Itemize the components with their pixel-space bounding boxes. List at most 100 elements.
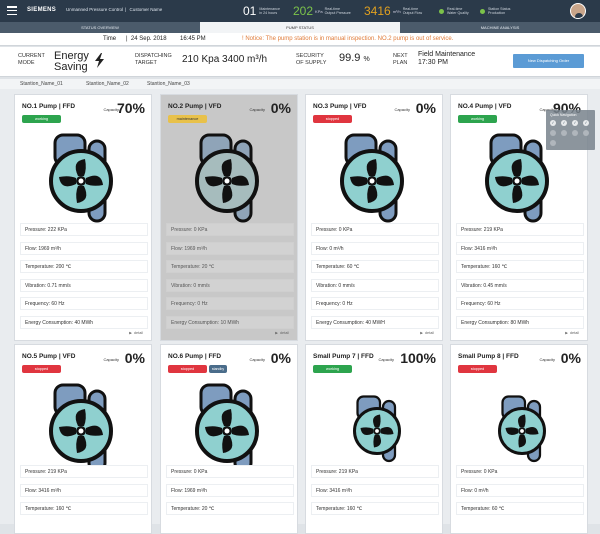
detail-link[interactable]: detail bbox=[565, 331, 579, 335]
quick-nav-dot-9[interactable] bbox=[550, 140, 556, 146]
status-badge: stopped bbox=[458, 365, 497, 373]
user-avatar[interactable] bbox=[570, 3, 586, 19]
main-tabs: STATUS OVERVIEW PUMP STATUS MACHINE ANAL… bbox=[0, 22, 600, 33]
brand-logo: SIEMENS bbox=[27, 7, 57, 13]
pump-metric-field: Pressure: 0 KPa bbox=[311, 223, 439, 236]
pump-card[interactable]: NO.5 Pump | VFD 0% Capacity stopped Pressure… bbox=[14, 344, 152, 534]
capacity-value: 70% bbox=[116, 100, 145, 116]
metric-label: Real-time Water Quality bbox=[447, 6, 469, 15]
current-mode-value: Energy Saving bbox=[54, 50, 89, 73]
quick-nav-dot-5[interactable] bbox=[550, 130, 556, 136]
pump-card[interactable]: Small Pump 7 | FFD 100% Capacity working Pre… bbox=[305, 344, 443, 534]
system-name: Unmanned Pressure Control bbox=[66, 7, 124, 12]
pump-card[interactable]: NO.2 Pump | VFD 0% Capacity maintenance Pres… bbox=[160, 94, 298, 341]
metric-station-status: Station Status Production bbox=[480, 3, 510, 19]
security-value: 99.9 % bbox=[339, 53, 370, 65]
quick-nav-dot-3[interactable]: ✓ bbox=[572, 120, 578, 126]
pump-grid: NO.1 Pump | FFD 70% Capacity working Pressur… bbox=[0, 89, 600, 534]
tab-machine-analysis[interactable]: MACHINE ANALYSIS bbox=[480, 25, 520, 30]
pump-metric-field: Pressure: 219 KPa bbox=[311, 465, 439, 478]
pump-name: Small Pump 8 | FFD bbox=[458, 353, 519, 360]
metric-pressure: 202 KPa Real-time Output Pressure bbox=[293, 3, 351, 19]
capacity-value: 100% bbox=[400, 350, 436, 366]
pump-metric-field: Pressure: 0 KPa bbox=[166, 223, 294, 236]
quick-navigation-panel[interactable]: Quick Navigation ✓ ✓ ✓ ✓ bbox=[546, 110, 595, 150]
detail-link[interactable]: detail bbox=[275, 331, 289, 335]
dispatching-target-label: DISPATCHING TARGET bbox=[135, 53, 172, 66]
pump-metric-field: Flow: 3416 m³/h bbox=[311, 483, 439, 497]
status-badge: working bbox=[458, 115, 497, 123]
standby-badge: standby bbox=[209, 365, 227, 373]
pump-metric-field: Pressure: 219 KPa bbox=[456, 223, 584, 236]
capacity-label: Capacity bbox=[539, 357, 555, 362]
pump-name: NO.3 Pump | VFD bbox=[313, 103, 367, 110]
pump-icon bbox=[195, 383, 259, 473]
metric-label: Real-time Output Pressure bbox=[324, 6, 351, 15]
pump-metric-field: Flow: 0 m³/h bbox=[311, 241, 439, 255]
lightning-icon bbox=[95, 53, 104, 68]
capacity-label: Capacity bbox=[378, 357, 394, 362]
quick-nav-dot-2[interactable]: ✓ bbox=[561, 120, 567, 126]
station-tab-3[interactable]: Stantion_Name_03 bbox=[147, 81, 190, 87]
pump-metric-field: Flow: 3416 m³/h bbox=[456, 241, 584, 255]
metric-unit: KPa bbox=[315, 8, 323, 14]
status-badge: stopped bbox=[313, 115, 352, 123]
time-label: Time bbox=[103, 36, 117, 42]
metric-unit: m³/h bbox=[392, 8, 401, 14]
detail-link[interactable]: detail bbox=[129, 331, 143, 335]
pump-name: Small Pump 7 | FFD bbox=[313, 353, 374, 360]
pump-icon bbox=[49, 383, 113, 473]
station-tabs: Stantion_Name_01 Stantion_Name_02 Stanti… bbox=[0, 79, 600, 90]
capacity-value: 0% bbox=[560, 350, 581, 366]
new-dispatching-order-button[interactable]: New Dispatching Order bbox=[513, 54, 584, 68]
pump-metric-field: Frequency: 0 Hz bbox=[311, 297, 439, 310]
pump-name: NO.4 Pump | VFD bbox=[458, 103, 512, 110]
pump-metric-field: Temperature: 160 ℃ bbox=[20, 502, 148, 515]
pump-name: NO.1 Pump | FFD bbox=[22, 103, 76, 110]
station-tab-2[interactable]: Stantion_Name_02 bbox=[86, 81, 129, 87]
pump-metric-field: Flow: 1969 m³/h bbox=[166, 241, 294, 255]
pump-card[interactable]: NO.1 Pump | FFD 70% Capacity working Pressur… bbox=[14, 94, 152, 341]
quick-nav-dot-7[interactable] bbox=[572, 130, 578, 136]
pump-icon bbox=[497, 395, 546, 463]
capacity-label: Capacity bbox=[394, 107, 410, 112]
notice-text: ! Notice: The pump station is in manual … bbox=[242, 36, 454, 42]
pump-metric-field: Energy Consumption: 10 MWh bbox=[166, 315, 294, 329]
pump-icon bbox=[49, 133, 113, 223]
tab-status-overview[interactable]: STATUS OVERVIEW bbox=[81, 25, 119, 30]
quick-nav-dot-1[interactable]: ✓ bbox=[550, 120, 556, 126]
quick-nav-dot-6[interactable] bbox=[561, 130, 567, 136]
dispatching-target-value: 210 Kpa 3400 m³/h bbox=[182, 54, 268, 65]
quick-nav-dot-8[interactable] bbox=[583, 130, 589, 136]
tab-pump-status[interactable]: PUMP STATUS bbox=[200, 22, 400, 33]
capacity-label: Capacity bbox=[249, 357, 265, 362]
capacity-value: 0% bbox=[270, 350, 291, 366]
detail-link[interactable]: detail bbox=[420, 331, 434, 335]
pump-metric-field: Temperature: 200 ℃ bbox=[20, 260, 148, 273]
menu-icon[interactable] bbox=[7, 6, 17, 15]
current-mode-label: CURRENT MODE bbox=[18, 53, 45, 66]
capacity-value: 0% bbox=[270, 100, 291, 116]
pump-name: NO.2 Pump | VFD bbox=[168, 103, 222, 110]
quick-nav-dot-4[interactable]: ✓ bbox=[583, 120, 589, 126]
pump-metric-field: Vibration: 0 mm/s bbox=[166, 278, 294, 292]
capacity-label: Capacity bbox=[249, 107, 265, 112]
metric-value: 01 bbox=[243, 4, 257, 18]
pump-name: NO.5 Pump | VFD bbox=[22, 353, 76, 360]
pump-card[interactable]: NO.6 Pump | FFD 0% Capacity stopped standby P… bbox=[160, 344, 298, 534]
clock-text: 16:45 PM bbox=[180, 36, 206, 42]
pump-metric-field: Vibration: 0.71 mm/s bbox=[20, 278, 148, 292]
capacity-label: Capacity bbox=[103, 107, 119, 112]
pump-icon bbox=[352, 395, 401, 463]
pump-metric-field: Flow: 0 m³/h bbox=[456, 483, 584, 497]
security-unit: % bbox=[363, 56, 370, 63]
pump-metric-field: Pressure: 0 KPa bbox=[166, 465, 294, 478]
pump-metric-field: Flow: 1969 m³/h bbox=[166, 483, 294, 497]
pump-metric-field: Temperature: 160 ℃ bbox=[311, 502, 439, 515]
pump-card[interactable]: NO.3 Pump | VFD 0% Capacity stopped Pressure… bbox=[305, 94, 443, 341]
pump-metric-field: Temperature: 60 ℃ bbox=[311, 260, 439, 273]
pump-card[interactable]: Small Pump 8 | FFD 0% Capacity stopped Press… bbox=[450, 344, 588, 534]
summary-bar: CURRENT MODE Energy Saving DISPATCHING T… bbox=[0, 47, 600, 77]
pump-metric-field: Temperature: 20 ℃ bbox=[166, 260, 294, 273]
pump-name: NO.6 Pump | FFD bbox=[168, 353, 222, 360]
